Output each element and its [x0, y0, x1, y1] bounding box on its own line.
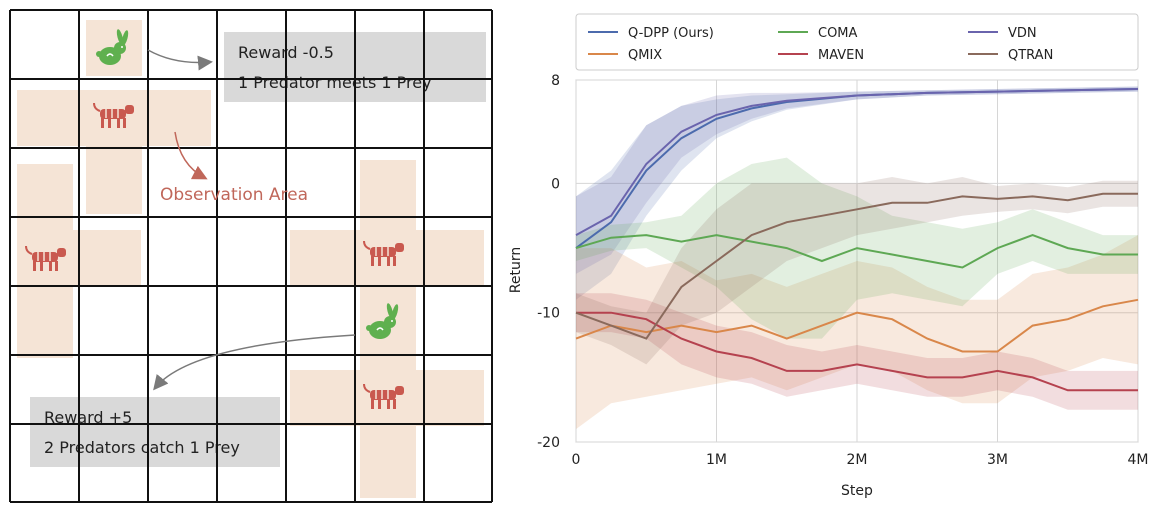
- legend-label-coma: COMA: [818, 26, 858, 41]
- legend-label-qtran: QTRAN: [1008, 48, 1053, 63]
- chart-gridlines: [575, 79, 1139, 443]
- x-tick-label: 3M: [987, 452, 1008, 468]
- x-tick-labels: 0 1M 2M 3M 4M: [572, 452, 1149, 468]
- x-tick-label: 4M: [1128, 452, 1149, 468]
- callout-top-line2: 1 Predator meets 1 Prey: [238, 73, 432, 92]
- x-tick-label: 2M: [847, 452, 868, 468]
- return-vs-step-chart: 0 1M 2M 3M 4M 8 0 -10 -20 Step Return Q-DPP (Ou…: [508, 13, 1149, 499]
- callout-bottom-line1: Reward +5: [44, 408, 132, 427]
- y-tick-label: 0: [551, 176, 560, 192]
- y-tick-label: -20: [537, 435, 560, 451]
- y-tick-labels: 8 0 -10 -20: [537, 73, 560, 451]
- x-tick-label: 1M: [706, 452, 727, 468]
- arrow-to-observation-label: [174, 131, 208, 180]
- maven-band: [576, 293, 1138, 410]
- grid-lines: [9, 9, 493, 503]
- legend-label-q-dpp-ours: Q-DPP (Ours): [628, 26, 714, 41]
- arrow-to-bottom-callout: [153, 334, 356, 391]
- legend: Q-DPP (Ours) COMA VDN QMIX MAVEN QTRAN: [575, 13, 1139, 71]
- arrow-to-top-callout: [147, 49, 213, 71]
- y-tick-label: 8: [551, 73, 560, 89]
- y-axis-label: Return: [508, 247, 524, 293]
- predator-prey-grid-figure: Reward -0.5 1 Predator meets 1 Prey Rewa…: [9, 9, 493, 503]
- y-tick-label: -10: [537, 306, 560, 322]
- coma-line: [575, 234, 1138, 269]
- legend-label-vdn: VDN: [1008, 26, 1037, 41]
- vdn-line: [575, 88, 1139, 236]
- qtran-line: [575, 192, 1138, 340]
- maven-line: [576, 311, 1138, 392]
- series-lines: [575, 88, 1139, 392]
- qmix-line: [575, 298, 1139, 353]
- legend-label-qmix: QMIX: [628, 48, 662, 63]
- callout-bottom-line2: 2 Predators catch 1 Prey: [44, 438, 240, 457]
- qmix-band: [576, 235, 1138, 430]
- x-axis-label: Step: [841, 483, 873, 499]
- observation-area-label: Observation Area: [160, 185, 308, 205]
- callout-bottom: Reward +5 2 Predators catch 1 Prey: [30, 397, 280, 467]
- legend-label-maven: MAVEN: [818, 48, 864, 63]
- vdn-band: [576, 86, 1138, 274]
- qtran-band: [576, 177, 1138, 365]
- x-tick-label: 0: [572, 452, 581, 468]
